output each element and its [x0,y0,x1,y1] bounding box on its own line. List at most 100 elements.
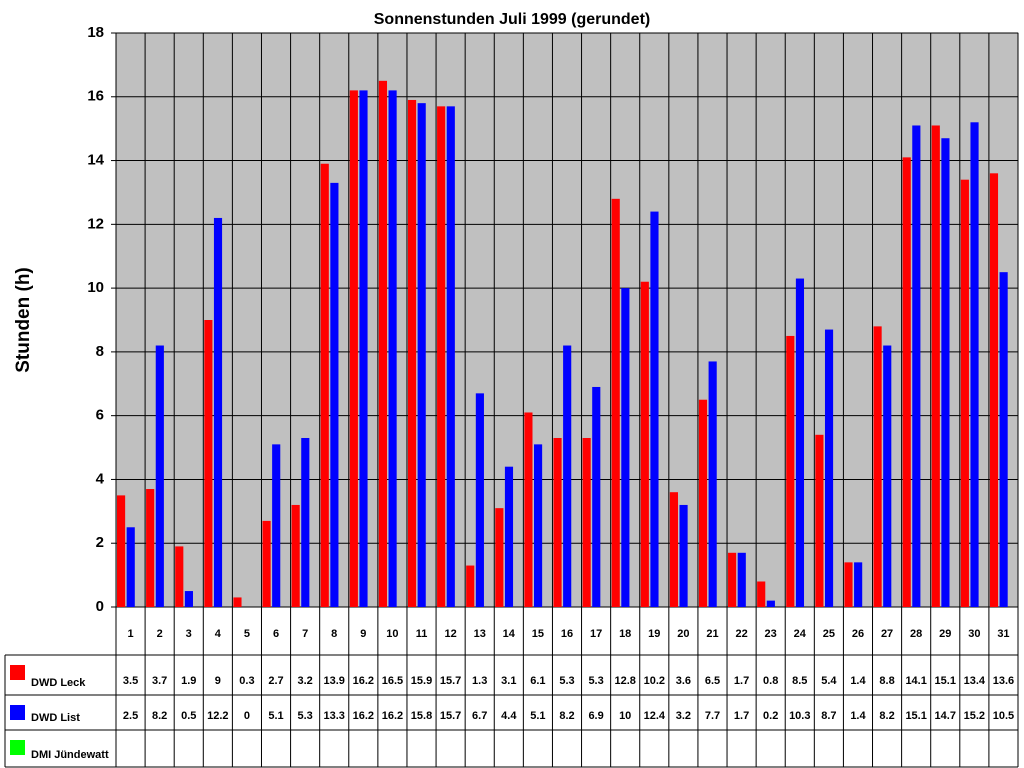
bar [349,90,358,607]
y-tick-label: 2 [96,534,104,551]
table-value: 3.7 [152,675,167,687]
bar [854,562,863,607]
bar [291,504,300,607]
x-tick-label: 13 [474,628,486,640]
bar [301,437,310,607]
table-value: 5.3 [559,675,574,687]
bar [679,504,688,607]
x-tick-label: 24 [794,628,807,640]
x-tick-label: 23 [765,628,777,640]
y-tick-label: 18 [87,24,104,41]
bar [902,157,911,607]
table-value: 8.2 [879,710,894,722]
table-value: 16.5 [382,675,403,687]
table-value: 6.7 [472,710,487,722]
bar [912,125,921,607]
bar [989,173,999,608]
x-tick-label: 15 [532,628,544,640]
table-value: 14.7 [935,710,956,722]
y-tick-label: 16 [87,88,104,105]
bar [320,163,329,607]
bar [184,591,193,607]
x-tick-label: 29 [939,628,951,640]
table-value: 8.2 [152,710,167,722]
y-tick-label: 12 [87,215,104,232]
legend-label: DMI Jündewatt [31,749,109,761]
bar [495,508,504,607]
bar [621,288,630,607]
table-value: 7.7 [705,710,720,722]
table-value: 14.1 [905,675,926,687]
bar [534,444,543,607]
x-tick-label: 8 [331,628,337,640]
x-tick-label: 3 [186,628,192,640]
table-value: 3.6 [676,675,691,687]
x-tick-label: 22 [735,628,747,640]
table-value: 15.1 [905,710,926,722]
table-value: 15.7 [440,710,461,722]
table-value: 1.4 [850,675,866,687]
x-tick-label: 30 [968,628,980,640]
bar [524,412,533,607]
table-value: 8.8 [879,675,894,687]
table-value: 15.8 [411,710,432,722]
table-value: 13.9 [324,675,345,687]
table-value: 12.8 [614,675,635,687]
table-value: 2.7 [268,675,283,687]
y-tick-label: 4 [96,470,105,487]
table-value: 16.2 [353,675,374,687]
bar [698,399,708,607]
x-tick-label: 26 [852,628,864,640]
bar [931,125,940,607]
y-tick-label: 6 [96,407,104,424]
x-tick-label: 31 [997,628,1009,640]
x-tick-label: 18 [619,628,631,640]
bar [407,99,417,607]
x-tick-label: 20 [677,628,689,640]
x-tick-label: 10 [386,628,398,640]
table-value: 1.7 [734,675,749,687]
bar [504,466,514,607]
bar [824,329,834,607]
x-tick-label: 12 [444,628,456,640]
table-value: 16.2 [353,710,374,722]
bar [728,552,737,607]
bar [786,335,795,607]
bar [262,520,271,607]
x-tick-label: 21 [706,628,718,640]
legend-key [10,740,25,755]
bar [417,103,426,608]
y-tick-label: 0 [96,598,104,615]
table-value: 4.4 [501,710,517,722]
bar [737,552,746,607]
table-value: 1.4 [850,710,866,722]
bar [873,326,882,607]
x-tick-label: 17 [590,628,602,640]
bar [359,90,368,607]
bar [213,217,223,607]
table-value: 1.9 [181,675,196,687]
y-tick-label: 14 [87,152,104,169]
x-tick-label: 19 [648,628,660,640]
table-value: 3.2 [297,675,312,687]
table-value: 2.5 [123,710,138,722]
bar [146,489,155,607]
bar [330,182,339,607]
table-value: 0.8 [763,675,778,687]
x-tick-label: 16 [561,628,573,640]
bar [757,581,766,607]
x-tick-label: 9 [360,628,366,640]
x-tick-label: 7 [302,628,308,640]
bar [650,211,659,608]
bar [999,272,1008,607]
table-value: 0.3 [239,675,254,687]
table-value: 10.3 [789,710,810,722]
legend-label: DWD Leck [31,677,86,689]
x-tick-label: 5 [244,628,250,640]
bar [155,345,164,607]
table-value: 15.7 [440,675,461,687]
bar [883,345,892,607]
bar [388,90,397,607]
y-axis-label: Stunden (h) [13,267,34,373]
